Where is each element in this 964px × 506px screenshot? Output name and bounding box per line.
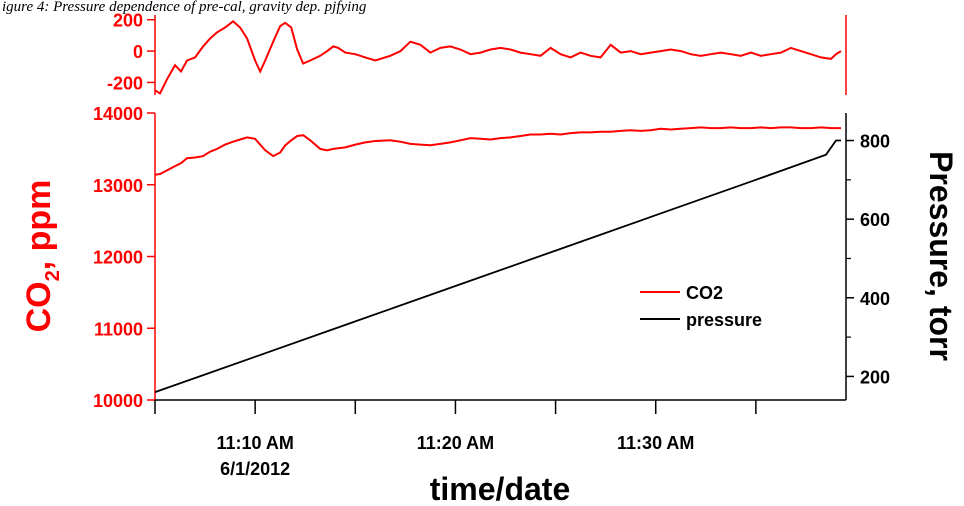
left-axis-title: CO2, ppm [20, 180, 64, 333]
residual-y-tick-label: 200 [113, 11, 143, 31]
residual-series-line [154, 20, 842, 95]
left-y-tick-label: 12000 [93, 248, 143, 268]
legend: CO2 pressure [640, 283, 762, 330]
svg-text:CO2, ppm: CO2, ppm [20, 180, 64, 333]
left-y-tick-label: 14000 [93, 104, 143, 124]
residual-panel: 200 0 -200 [107, 11, 847, 95]
svg-text:Pressure, torr: Pressure, torr [923, 151, 959, 361]
x-tick-label: 11:30 AM [617, 433, 694, 453]
right-y-tick-label: 400 [860, 289, 890, 309]
residual-y-tick-label: 0 [133, 42, 143, 62]
left-y-tick-label: 13000 [93, 176, 143, 196]
x-axis-title: time/date [430, 471, 570, 506]
left-y-tick-label: 10000 [93, 391, 143, 411]
residual-y-tick-label: -200 [107, 73, 143, 93]
series-line-pressure [154, 139, 841, 393]
x-tick-label: 11:10 AM [216, 433, 293, 453]
left-y-tick-label: 11000 [94, 319, 143, 339]
right-y-tick-label: 800 [860, 132, 890, 152]
figure-caption: igure 4: Pressure dependence of pre-cal,… [2, 0, 367, 15]
right-axis-title: Pressure, torr [923, 151, 959, 361]
x-tick-label: 11:20 AM [417, 433, 494, 453]
legend-label-co2: CO2 [686, 283, 723, 303]
x-tick-label: 6/1/2012 [220, 459, 290, 479]
main-panel: 10000 11000 12000 13000 14000 200 400 600 800 11:… [93, 104, 890, 479]
legend-label-pressure: pressure [686, 310, 762, 330]
right-y-tick-label: 600 [860, 210, 890, 230]
series-line-co2 [154, 126, 841, 176]
right-y-tick-label: 200 [860, 367, 890, 387]
